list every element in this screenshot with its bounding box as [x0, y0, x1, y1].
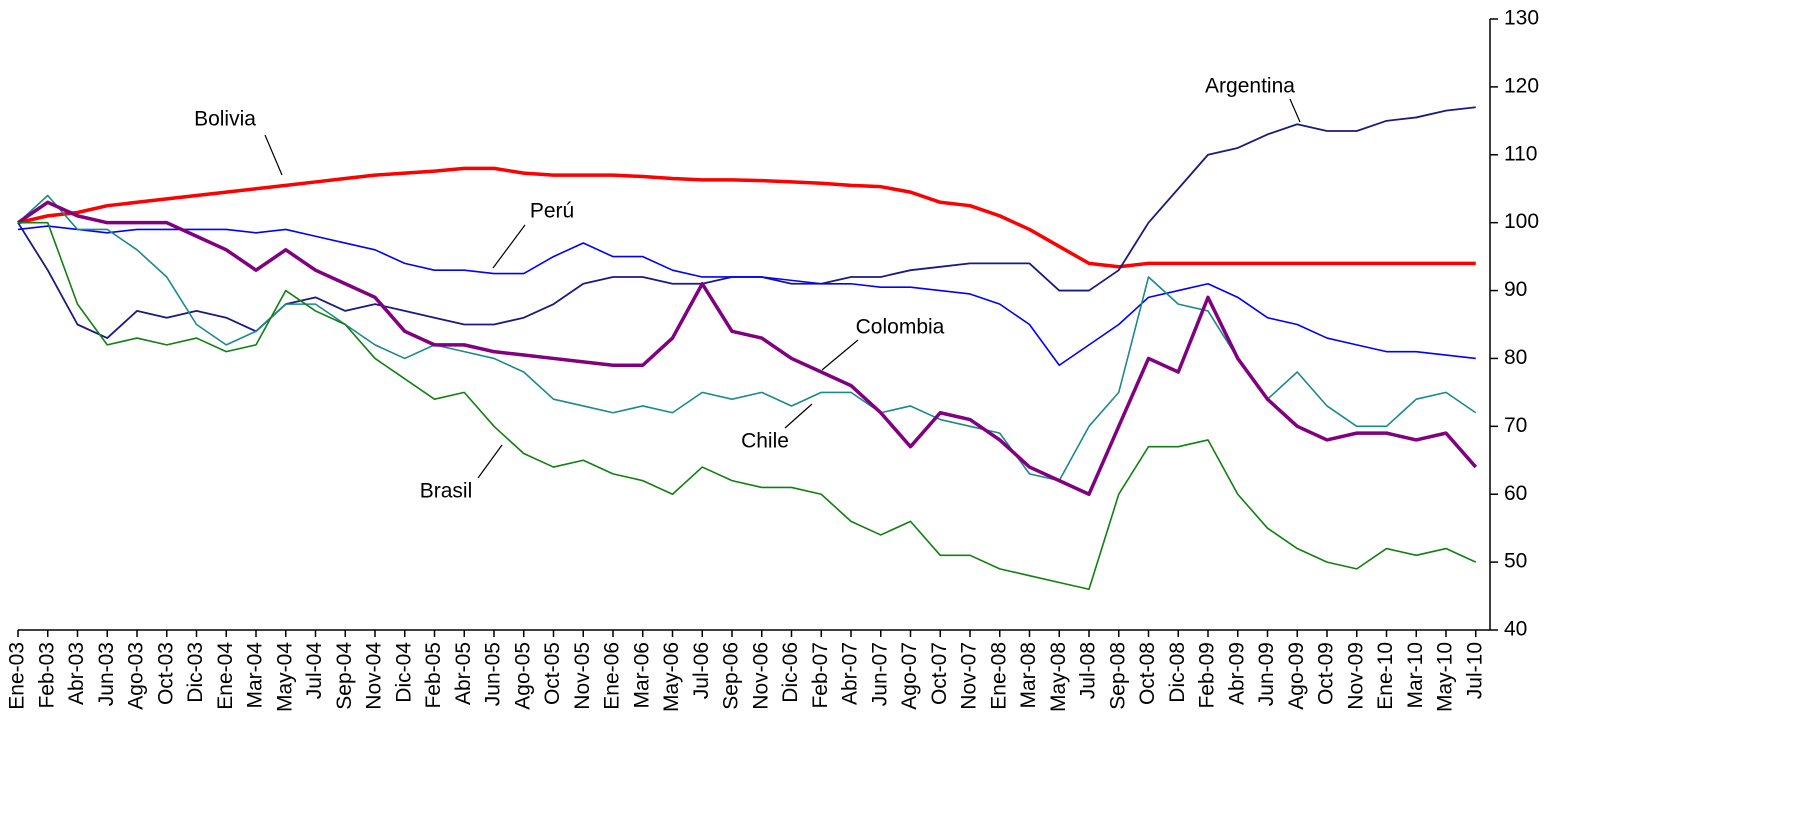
x-tick-label: Abr-05	[452, 642, 475, 705]
x-tick-label: Ago-03	[125, 642, 148, 710]
series-line	[17, 166, 1476, 269]
x-tick-label: Ene-10	[1374, 642, 1397, 710]
series-label: Colombia	[856, 316, 945, 339]
x-tick-label: Oct-09	[1315, 642, 1338, 705]
leader-line	[264, 134, 283, 176]
leader-line	[1289, 98, 1301, 123]
x-tick-label: Ago-09	[1285, 642, 1308, 710]
x-tick-label: Mar-08	[1017, 642, 1040, 709]
x-tick-label: May-06	[660, 642, 683, 712]
x-tick-label: Oct-08	[1136, 642, 1159, 705]
x-tick-label: May-08	[1047, 642, 1070, 712]
leader-line	[821, 339, 859, 371]
x-tick-label: Jul-06	[690, 642, 713, 699]
x-tick-label: Dic-04	[392, 642, 415, 703]
x-tick-label: Jul-10	[1463, 642, 1486, 699]
x-tick-label: Ago-07	[898, 642, 921, 710]
x-tick-label: Feb-07	[809, 642, 832, 709]
leader-line	[492, 224, 526, 269]
x-tick-label: Jun-09	[1255, 642, 1278, 706]
x-tick-label: Sep-08	[1106, 642, 1129, 710]
x-tick-label: Dic-06	[779, 642, 802, 703]
x-tick-label: Mar-06	[630, 642, 653, 709]
y-tick-label: 70	[1504, 414, 1527, 437]
x-tick-label: Jul-08	[1077, 642, 1100, 699]
x-tick-label: Abr-03	[65, 642, 88, 705]
series-line	[18, 221, 1477, 591]
x-tick-label: Jun-07	[868, 642, 891, 706]
series-label: Bolivia	[194, 108, 256, 131]
y-tick-label: 130	[1504, 7, 1539, 30]
leader-line	[784, 403, 813, 429]
x-tick-label: Nov-05	[571, 642, 594, 710]
x-tick-label: Ene-03	[6, 642, 29, 710]
series-label: Argentina	[1205, 75, 1295, 98]
x-tick-label: Oct-05	[541, 642, 564, 705]
x-tick-label: Ene-04	[214, 642, 237, 710]
x-tick-label: Feb-09	[1196, 642, 1219, 709]
x-tick-label: Jun-03	[95, 642, 118, 706]
series-label: Brasil	[420, 480, 473, 503]
x-tick-label: Ene-06	[601, 642, 624, 710]
series-label: Perú	[530, 200, 574, 223]
x-tick-label: Dic-03	[184, 642, 207, 703]
x-tick-label: Feb-03	[35, 642, 58, 709]
x-tick-label: Nov-07	[958, 642, 981, 710]
x-tick-label: Feb-05	[422, 642, 445, 709]
x-tick-label: Nov-09	[1344, 642, 1367, 710]
x-tick-label: Jul-04	[303, 642, 326, 700]
y-tick-label: 40	[1504, 618, 1527, 641]
x-tick-label: Oct-03	[154, 642, 177, 705]
y-tick-label: 110	[1504, 142, 1537, 165]
y-tick-label: 120	[1504, 74, 1539, 97]
series-line	[17, 106, 1476, 339]
x-tick-label: Dic-08	[1166, 642, 1189, 703]
y-tick-label: 90	[1504, 278, 1527, 301]
leader-line	[477, 444, 503, 479]
y-tick-label: 60	[1504, 482, 1527, 505]
x-tick-label: Nov-04	[363, 642, 386, 710]
y-tick-label: 50	[1504, 550, 1527, 573]
x-tick-label: Ene-08	[987, 642, 1010, 710]
x-tick-label: Mar-04	[244, 642, 267, 709]
x-tick-label: Sep-06	[720, 642, 743, 710]
x-tick-label: Abr-09	[1225, 642, 1248, 705]
x-tick-label: Jun-05	[482, 642, 505, 706]
x-tick-label: Nov-06	[749, 642, 772, 710]
x-tick-label: Mar-10	[1404, 642, 1427, 709]
y-tick-label: 80	[1504, 346, 1527, 369]
y-tick-label: 100	[1504, 210, 1539, 233]
series-label: Chile	[741, 430, 789, 453]
x-tick-label: Oct-07	[928, 642, 951, 705]
x-tick-label: Sep-04	[333, 642, 356, 710]
x-tick-label: May-10	[1434, 642, 1457, 712]
series-line	[17, 200, 1478, 496]
x-tick-label: Abr-07	[839, 642, 862, 705]
x-tick-label: Ago-05	[511, 642, 534, 710]
series-line	[17, 225, 1476, 367]
x-tick-label: May-04	[273, 642, 296, 712]
